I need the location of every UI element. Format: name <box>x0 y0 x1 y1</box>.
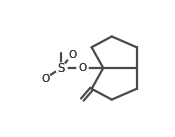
Text: S: S <box>57 62 64 75</box>
Text: O: O <box>68 50 76 60</box>
Text: O: O <box>41 74 49 84</box>
Text: O: O <box>78 63 86 73</box>
Text: S: S <box>57 62 64 75</box>
Text: O: O <box>68 50 76 60</box>
Text: O: O <box>78 63 86 73</box>
Text: O: O <box>41 74 49 84</box>
